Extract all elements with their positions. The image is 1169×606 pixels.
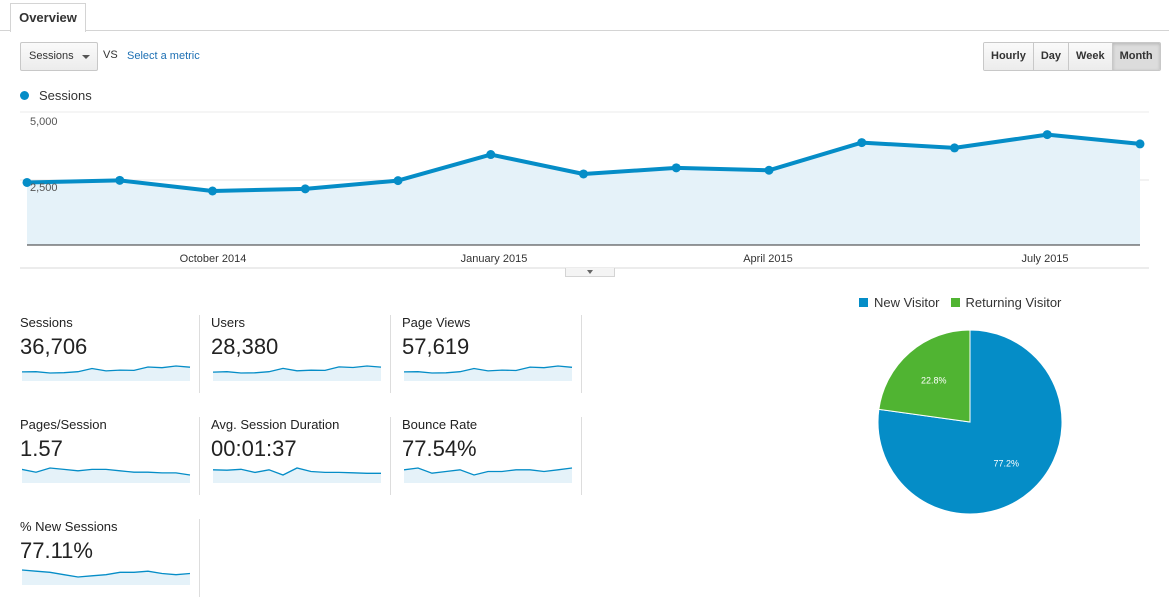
granularity-toggle: Hourly Day Week Month	[983, 42, 1161, 71]
week-button[interactable]: Week	[1069, 43, 1113, 70]
stat-label: Page Views	[402, 315, 471, 330]
data-point[interactable]	[486, 150, 496, 160]
sparkline	[22, 569, 191, 585]
data-point[interactable]	[393, 176, 403, 186]
data-point[interactable]	[857, 138, 867, 148]
sparkline	[213, 365, 382, 381]
stat-value: 77.54%	[402, 436, 477, 461]
sparkline	[404, 365, 573, 381]
metric-select[interactable]: Sessions	[20, 42, 98, 71]
stat-card-sessions[interactable]: Sessions 36,706	[20, 315, 200, 393]
stat-label: Avg. Session Duration	[211, 417, 340, 432]
data-point[interactable]	[764, 165, 774, 175]
sparkline-line	[213, 365, 382, 374]
sparkline-line	[22, 569, 191, 578]
legend-dot-icon	[20, 91, 29, 100]
y-tick-label: 5,000	[30, 116, 58, 128]
data-point[interactable]	[115, 175, 125, 185]
x-tick-label: July 2015	[1021, 253, 1068, 265]
data-point[interactable]	[300, 184, 310, 194]
x-tick-label: January 2015	[461, 253, 528, 265]
tab-overview[interactable]: Overview	[10, 3, 86, 32]
stat-label: Users	[211, 315, 245, 330]
stat-label: % New Sessions	[20, 519, 118, 534]
data-point[interactable]	[950, 143, 959, 153]
stat-card-bounce-rate[interactable]: Bounce Rate 77.54%	[402, 417, 582, 495]
sparkline-area	[404, 468, 572, 483]
sparkline-line	[22, 467, 191, 476]
sparkline	[22, 467, 191, 483]
y-tick-label: 2,500	[30, 182, 58, 194]
stat-value: 1.57	[20, 436, 63, 461]
sparkline-area	[213, 366, 381, 381]
sparkline-line	[404, 467, 573, 476]
vs-label: VS	[103, 49, 118, 61]
x-tick-label: April 2015	[743, 253, 793, 265]
sparkline-area	[213, 468, 381, 483]
sparkline	[22, 365, 191, 381]
collapse-chart-handle[interactable]	[565, 268, 615, 277]
sparkline-line	[404, 365, 573, 374]
sessions-line-chart: 5,000 2,500 October 2014 January 2015 Ap…	[20, 111, 1149, 269]
legend-item-new-visitor[interactable]: New Visitor	[859, 295, 940, 310]
sparkline-line	[22, 365, 191, 374]
stat-label: Pages/Session	[20, 417, 107, 432]
x-tick-label: October 2014	[180, 253, 247, 265]
stat-label: Bounce Rate	[402, 417, 478, 432]
data-point[interactable]	[1135, 139, 1145, 149]
legend-swatch-icon	[950, 298, 960, 307]
stat-label: Sessions	[20, 315, 73, 330]
chevron-down-icon	[587, 270, 593, 274]
data-point[interactable]	[579, 169, 588, 179]
pie-legend: New Visitor Returning Visitor	[859, 295, 1072, 310]
sparkline	[213, 467, 381, 483]
legend-label: Returning Visitor	[965, 295, 1062, 310]
pie-slice-label: 22.8%	[921, 375, 947, 385]
legend-label-sessions: Sessions	[39, 88, 92, 103]
stat-card-avg-session-duration[interactable]: Avg. Session Duration 00:01:37	[211, 417, 391, 495]
sparkline-line	[213, 467, 381, 476]
legend-swatch-icon	[859, 298, 868, 307]
stat-value: 36,706	[20, 334, 88, 359]
sessions-area	[27, 134, 1140, 245]
data-point[interactable]	[1042, 130, 1052, 140]
stat-value: 00:01:37	[211, 436, 297, 461]
data-point[interactable]	[22, 177, 32, 187]
visitor-pie-chart: 77.2% 22.8%	[877, 329, 1063, 515]
stat-value: 57,619	[402, 334, 470, 359]
data-point[interactable]	[671, 163, 681, 173]
stat-value: 77.11%	[20, 538, 93, 563]
day-button[interactable]: Day	[1033, 43, 1070, 70]
stat-card-users[interactable]: Users 28,380	[211, 315, 391, 393]
sparkline-area	[22, 366, 190, 381]
pie-slice-label: 77.2%	[993, 459, 1019, 469]
stat-value: 28,380	[211, 334, 279, 359]
tab-bar: Overview	[0, 0, 1169, 32]
month-button[interactable]: Month	[1112, 43, 1160, 70]
sparkline-area	[22, 468, 190, 483]
stat-card-pages-per-session[interactable]: Pages/Session 1.57	[20, 417, 200, 495]
stat-card-new-sessions[interactable]: % New Sessions 77.11%	[20, 519, 200, 597]
sparkline-area	[404, 366, 572, 381]
metric-select-value: Sessions	[29, 50, 74, 62]
data-point[interactable]	[208, 186, 217, 196]
sparkline-area	[22, 570, 190, 585]
stat-card-page-views[interactable]: Page Views 57,619	[402, 315, 582, 393]
chart-legend: Sessions	[20, 88, 92, 103]
pie-slice[interactable]	[878, 329, 971, 423]
sparkline	[404, 467, 573, 483]
chevron-down-icon	[82, 55, 90, 59]
select-metric-link[interactable]: Select a metric	[127, 50, 200, 62]
legend-item-returning-visitor[interactable]: Returning Visitor	[950, 295, 1062, 310]
legend-label: New Visitor	[874, 295, 940, 310]
hourly-button[interactable]: Hourly	[984, 43, 1034, 70]
